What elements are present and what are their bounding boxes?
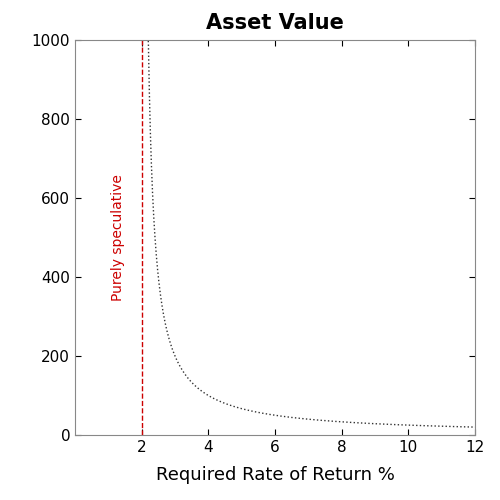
- Text: Purely speculative: Purely speculative: [112, 174, 126, 301]
- X-axis label: Required Rate of Return %: Required Rate of Return %: [156, 466, 394, 484]
- Title: Asset Value: Asset Value: [206, 13, 344, 33]
